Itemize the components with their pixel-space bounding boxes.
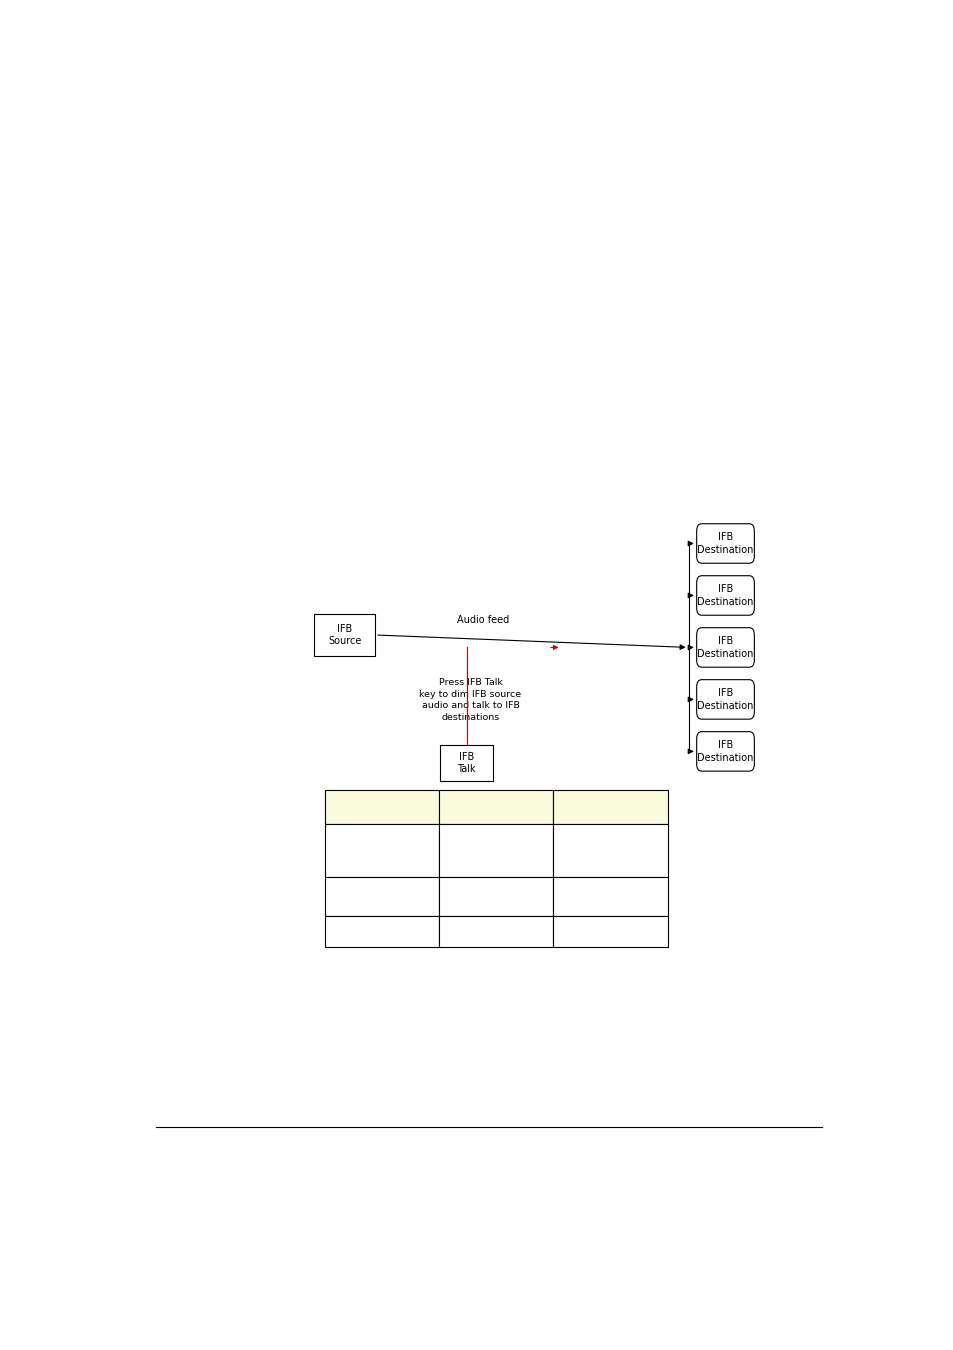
FancyBboxPatch shape (696, 575, 754, 616)
Bar (553, 915, 667, 946)
Text: IFB
Talk: IFB Talk (456, 752, 476, 774)
Bar (553, 790, 667, 824)
Bar (553, 824, 667, 878)
Text: Press IFB Talk
key to dim IFB source
audio and talk to IFB
destinations: Press IFB Talk key to dim IFB source aud… (419, 678, 521, 722)
Bar (438, 915, 553, 946)
FancyBboxPatch shape (696, 524, 754, 563)
Text: IFB
Destination: IFB Destination (697, 585, 753, 606)
Bar (438, 878, 553, 915)
Bar (553, 878, 667, 915)
Bar (439, 745, 493, 782)
Text: IFB
Destination: IFB Destination (697, 688, 753, 710)
Text: IFB
Source: IFB Source (328, 624, 361, 647)
Bar (314, 614, 375, 656)
Text: Audio feed: Audio feed (456, 614, 508, 625)
FancyBboxPatch shape (696, 628, 754, 667)
FancyBboxPatch shape (696, 679, 754, 720)
Bar (324, 790, 438, 824)
Bar (438, 790, 553, 824)
Text: IFB
Destination: IFB Destination (697, 740, 753, 763)
Text: IFB
Destination: IFB Destination (697, 532, 753, 555)
FancyBboxPatch shape (696, 732, 754, 771)
Bar (324, 878, 438, 915)
Bar (324, 915, 438, 946)
Text: IFB
Destination: IFB Destination (697, 636, 753, 659)
Bar (438, 824, 553, 878)
Bar (324, 824, 438, 878)
